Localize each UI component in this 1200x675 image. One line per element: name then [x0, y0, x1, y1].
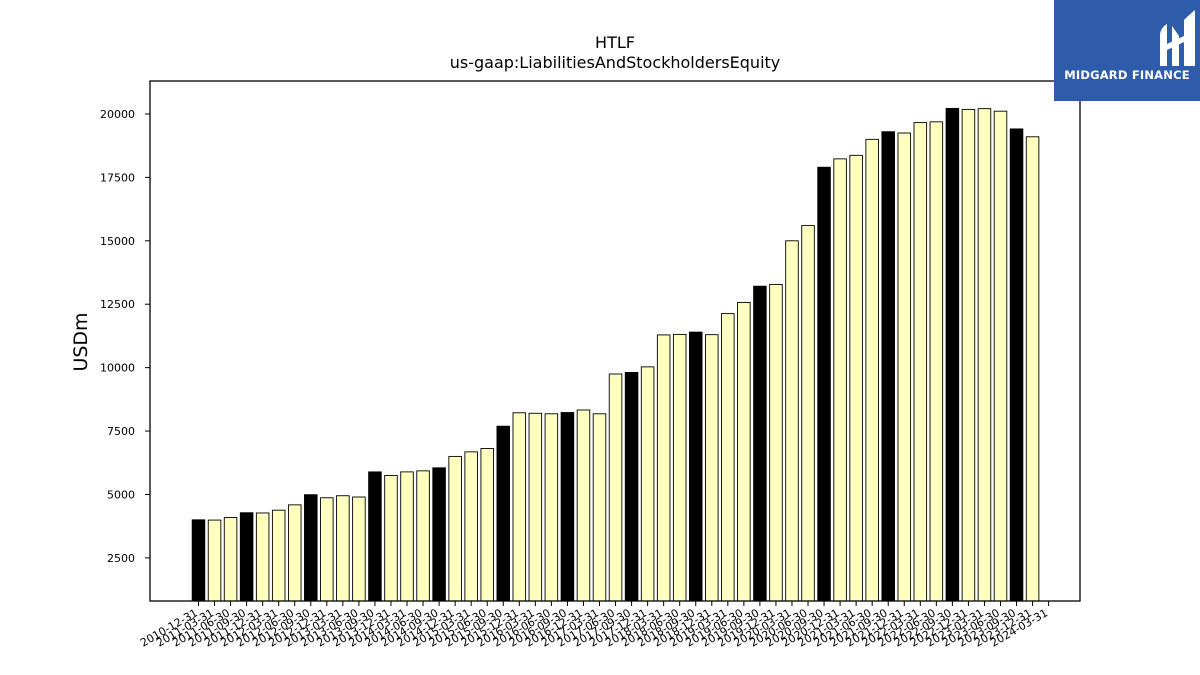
bar-2012-06-30: [287, 504, 302, 602]
midgard-logo-icon: [1160, 10, 1195, 66]
bar-2023-09-30: [1009, 128, 1024, 602]
bar-2012-09-30: [304, 494, 318, 602]
y-tick-label: 12500: [100, 298, 135, 311]
plot-frame: [149, 80, 1081, 602]
bar-2020-03-31: [785, 240, 799, 602]
bar-2023-06-30: [993, 110, 1008, 602]
bar-2014-06-30: [416, 470, 430, 602]
bar-2018-06-30: [672, 333, 687, 602]
bar-2014-09-30: [432, 467, 446, 602]
bar-2017-09-30: [624, 372, 639, 602]
bar-2020-12-31: [833, 158, 847, 602]
bar-2022-12-31: [961, 108, 976, 602]
bar-2019-03-31: [721, 313, 735, 602]
bar-2019-12-31: [769, 283, 783, 602]
midgard-finance-logo: MIDGARD FINANCE: [1054, 0, 1200, 101]
y-axis-ticks: 2500 5000 7500 10000 12500 15000 17500 20000: [100, 108, 150, 565]
bar-2014-03-31: [400, 471, 414, 602]
bar-2016-12-31: [576, 409, 591, 602]
bar-2013-12-31: [384, 474, 398, 602]
y-tick-label: 15000: [100, 235, 135, 248]
y-tick-label: 17500: [100, 171, 135, 184]
bar-2023-12-31: [1025, 136, 1040, 602]
bar-2022-03-31: [913, 122, 928, 602]
chart-subtitle: us-gaap:LiabilitiesAndStockholdersEquity: [450, 53, 781, 72]
y-axis-label: USDm: [70, 312, 92, 371]
bar-2013-09-30: [368, 471, 382, 602]
bar-2021-12-31: [897, 132, 912, 602]
y-tick-label: 5000: [107, 488, 135, 501]
bar-2013-03-31: [336, 495, 350, 602]
bar-2018-12-31: [705, 334, 719, 602]
y-tick-label: 2500: [107, 552, 135, 565]
bar-2020-06-30: [801, 225, 815, 602]
x-axis-ticks: 2010-12-312011-03-312011-06-302011-09-30…: [138, 601, 1050, 650]
bar-2021-03-31: [849, 154, 863, 602]
bar-2022-06-30: [929, 121, 944, 602]
bar-2016-09-30: [560, 412, 575, 602]
bar-2011-03-31: [207, 519, 222, 602]
bar-2018-09-30: [688, 331, 703, 602]
bar-2014-12-31: [448, 455, 462, 602]
bar-2019-09-30: [753, 285, 767, 602]
chart-title: HTLF: [595, 33, 635, 52]
bar-2017-06-30: [608, 373, 623, 602]
y-tick-label: 10000: [100, 362, 135, 375]
bar-2016-06-30: [544, 413, 559, 602]
y-tick-label: 7500: [107, 425, 135, 438]
bar-2011-09-30: [239, 512, 254, 602]
bar-2020-09-30: [817, 166, 831, 602]
bar-2013-06-30: [352, 496, 366, 602]
bar-2021-09-30: [881, 131, 895, 602]
bar-2023-03-31: [977, 108, 992, 602]
bar-2017-12-31: [640, 366, 655, 602]
bar-2015-06-30: [480, 448, 494, 602]
bar-2011-06-30: [223, 517, 238, 602]
bar-2021-06-30: [865, 138, 879, 602]
bar-2017-03-31: [592, 413, 607, 602]
bar-2011-12-31: [255, 512, 270, 602]
bar-2022-09-30: [945, 107, 960, 602]
bar-2010-12-31: [191, 519, 206, 602]
bar-2018-03-31: [656, 334, 671, 602]
bar-2019-06-30: [737, 301, 751, 602]
bar-2012-03-31: [271, 509, 286, 602]
bar-2012-12-31: [320, 497, 334, 602]
bars-group: [191, 107, 1040, 602]
logo-text: MIDGARD FINANCE: [1064, 68, 1190, 82]
bar-2015-12-31: [512, 412, 527, 602]
y-tick-label: 20000: [100, 108, 135, 121]
bar-2015-03-31: [464, 451, 478, 602]
bar-2015-09-30: [496, 425, 511, 602]
bar-2016-03-31: [528, 412, 543, 602]
